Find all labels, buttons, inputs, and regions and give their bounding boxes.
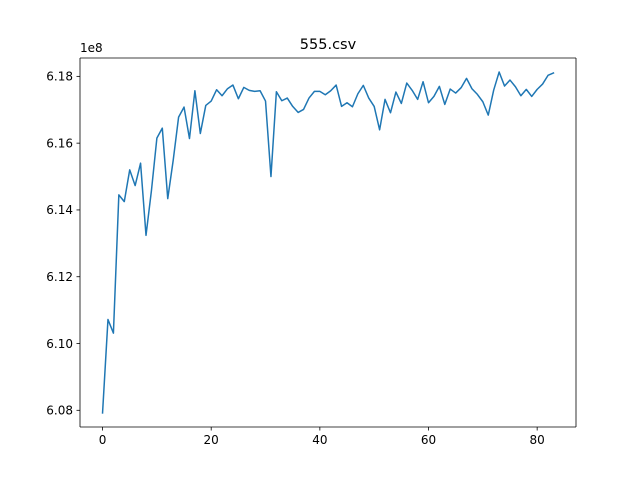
y-tick-label: 6.08	[46, 404, 73, 418]
plot-area: 0 20 40 60 80 6.08 6.10 6.12 6.14 6.16 6.18	[46, 57, 577, 447]
series-line	[101, 71, 555, 414]
y-tick-label: 6.16	[46, 136, 73, 150]
y-tick-label: 6.12	[46, 270, 73, 284]
chart-title: 555.csv	[300, 37, 357, 53]
y-axis-offset-label: 1e8	[80, 41, 103, 55]
x-tick-label: 60	[421, 433, 436, 447]
x-tick-label: 0	[99, 433, 107, 447]
x-tick-label: 20	[204, 433, 219, 447]
y-tick-label: 6.10	[46, 337, 73, 351]
x-tick-label: 40	[312, 433, 327, 447]
x-tick-label: 80	[530, 433, 545, 447]
y-tick-label: 6.14	[46, 203, 73, 217]
y-tick-label: 6.18	[46, 70, 73, 84]
